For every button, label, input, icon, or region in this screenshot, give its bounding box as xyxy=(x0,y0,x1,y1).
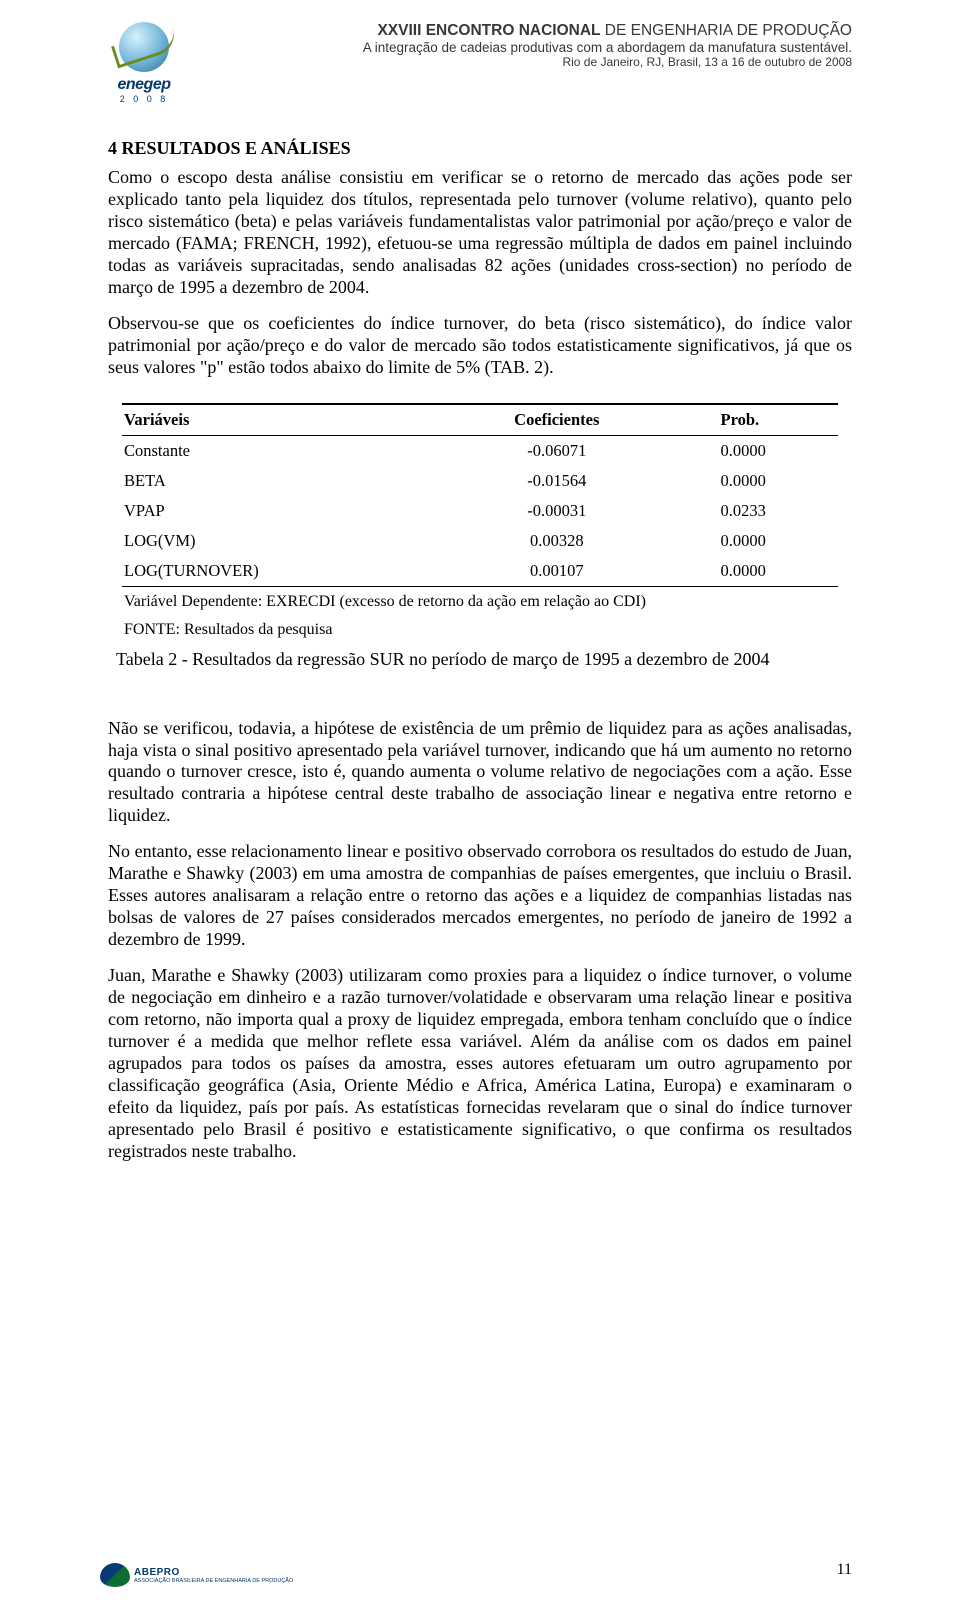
table-dependent-note: Variável Dependente: EXRECDI (excesso de… xyxy=(124,593,838,611)
table-header-row: Variáveis Coeficientes Prob. xyxy=(122,404,838,436)
cell-prob: 0.0000 xyxy=(680,435,838,466)
results-table-wrapper: Variáveis Coeficientes Prob. Constante -… xyxy=(122,403,838,670)
table-row: Constante -0.06071 0.0000 xyxy=(122,435,838,466)
footer-brand: ABEPRO xyxy=(134,1567,293,1578)
cell-coef: -0.01564 xyxy=(437,466,680,496)
paragraph: Juan, Marathe e Shawky (2003) utilizaram… xyxy=(108,965,852,1163)
cell-prob: 0.0000 xyxy=(680,526,838,556)
logo-brand: enegep xyxy=(117,76,170,94)
header-location-date: Rio de Janeiro, RJ, Brasil, 13 a 16 de o… xyxy=(188,55,852,69)
page-header: enegep 2 0 0 8 XXVIII ENCONTRO NACIONAL … xyxy=(108,22,852,110)
logo-year: 2 0 0 8 xyxy=(120,94,169,104)
header-subtitle: A integração de cadeias produtivas com a… xyxy=(188,40,852,55)
paragraph: Não se verificou, todavia, a hipótese de… xyxy=(108,718,852,828)
paragraph: No entanto, esse relacionamento linear e… xyxy=(108,841,852,951)
table-row: BETA -0.01564 0.0000 xyxy=(122,466,838,496)
conference-logo: enegep 2 0 0 8 xyxy=(108,22,180,110)
page-number: 11 xyxy=(837,1561,852,1579)
cell-coef: -0.00031 xyxy=(437,496,680,526)
header-title-bold: XXVIII ENCONTRO NACIONAL xyxy=(377,22,600,39)
results-table: Variáveis Coeficientes Prob. Constante -… xyxy=(122,403,838,587)
table-row: LOG(TURNOVER) 0.00107 0.0000 xyxy=(122,556,838,587)
globe-icon xyxy=(119,22,169,72)
abepro-icon xyxy=(100,1563,130,1587)
cell-var: LOG(VM) xyxy=(122,526,437,556)
cell-var: LOG(TURNOVER) xyxy=(122,556,437,587)
table-caption: Tabela 2 - Resultados da regressão SUR n… xyxy=(116,649,838,670)
col-header-coef: Coeficientes xyxy=(437,404,680,436)
table-row: VPAP -0.00031 0.0233 xyxy=(122,496,838,526)
cell-var: Constante xyxy=(122,435,437,466)
footer-logo: ABEPRO ASSOCIAÇÃO BRASILEIRA DE ENGENHAR… xyxy=(100,1563,293,1587)
page: enegep 2 0 0 8 XXVIII ENCONTRO NACIONAL … xyxy=(0,0,960,1607)
table-row: LOG(VM) 0.00328 0.0000 xyxy=(122,526,838,556)
section-heading: 4 RESULTADOS E ANÁLISES xyxy=(108,138,852,159)
paragraph: Como o escopo desta análise consistiu em… xyxy=(108,167,852,299)
cell-prob: 0.0000 xyxy=(680,466,838,496)
header-text-block: XXVIII ENCONTRO NACIONAL DE ENGENHARIA D… xyxy=(188,22,852,69)
cell-coef: 0.00107 xyxy=(437,556,680,587)
cell-coef: -0.06071 xyxy=(437,435,680,466)
cell-prob: 0.0000 xyxy=(680,556,838,587)
table-source: FONTE: Resultados da pesquisa xyxy=(124,621,838,639)
header-title: XXVIII ENCONTRO NACIONAL DE ENGENHARIA D… xyxy=(188,22,852,40)
col-header-prob: Prob. xyxy=(680,404,838,436)
cell-prob: 0.0233 xyxy=(680,496,838,526)
footer-sub: ASSOCIAÇÃO BRASILEIRA DE ENGENHARIA DE P… xyxy=(134,1578,293,1584)
cell-coef: 0.00328 xyxy=(437,526,680,556)
cell-var: BETA xyxy=(122,466,437,496)
col-header-variable: Variáveis xyxy=(122,404,437,436)
header-title-rest: DE ENGENHARIA DE PRODUÇÃO xyxy=(601,22,853,39)
paragraph: Observou-se que os coeficientes do índic… xyxy=(108,313,852,379)
cell-var: VPAP xyxy=(122,496,437,526)
footer-text: ABEPRO ASSOCIAÇÃO BRASILEIRA DE ENGENHAR… xyxy=(134,1567,293,1584)
